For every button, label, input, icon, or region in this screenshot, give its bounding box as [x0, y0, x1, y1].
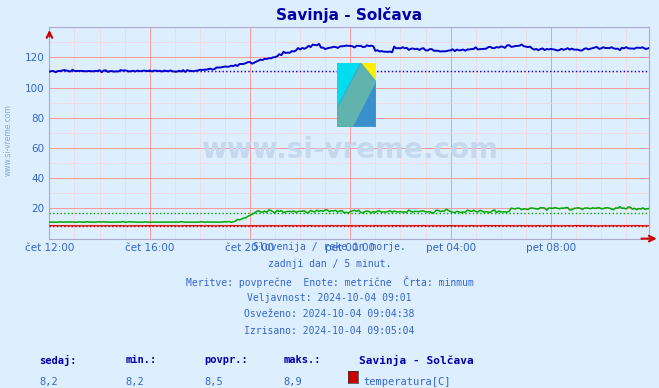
Text: www.si-vreme.com: www.si-vreme.com	[4, 104, 13, 176]
Text: 8,5: 8,5	[204, 377, 223, 387]
Text: min.:: min.:	[125, 355, 156, 365]
Text: Slovenija / reke in morje.: Slovenija / reke in morje.	[253, 242, 406, 253]
Text: povpr.:: povpr.:	[204, 355, 248, 365]
Text: Osveženo: 2024-10-04 09:04:38: Osveženo: 2024-10-04 09:04:38	[244, 309, 415, 319]
Text: 8,2: 8,2	[125, 377, 144, 387]
Text: 8,2: 8,2	[40, 377, 58, 387]
Text: sedaj:: sedaj:	[40, 355, 77, 366]
Text: 8,9: 8,9	[283, 377, 302, 387]
Text: www.si-vreme.com: www.si-vreme.com	[201, 136, 498, 164]
Text: Savinja - Solčava: Savinja - Solčava	[359, 355, 474, 366]
Polygon shape	[353, 82, 376, 126]
Polygon shape	[337, 63, 376, 126]
Text: zadnji dan / 5 minut.: zadnji dan / 5 minut.	[268, 259, 391, 269]
Text: temperatura[C]: temperatura[C]	[364, 377, 451, 387]
Text: Veljavnost: 2024-10-04 09:01: Veljavnost: 2024-10-04 09:01	[247, 293, 412, 303]
Text: Meritve: povprečne  Enote: metrične  Črta: minmum: Meritve: povprečne Enote: metrične Črta:…	[186, 276, 473, 288]
Text: Izrisano: 2024-10-04 09:05:04: Izrisano: 2024-10-04 09:05:04	[244, 326, 415, 336]
Polygon shape	[337, 63, 360, 107]
Title: Savinja - Solčava: Savinja - Solčava	[276, 7, 422, 23]
Text: maks.:: maks.:	[283, 355, 321, 365]
